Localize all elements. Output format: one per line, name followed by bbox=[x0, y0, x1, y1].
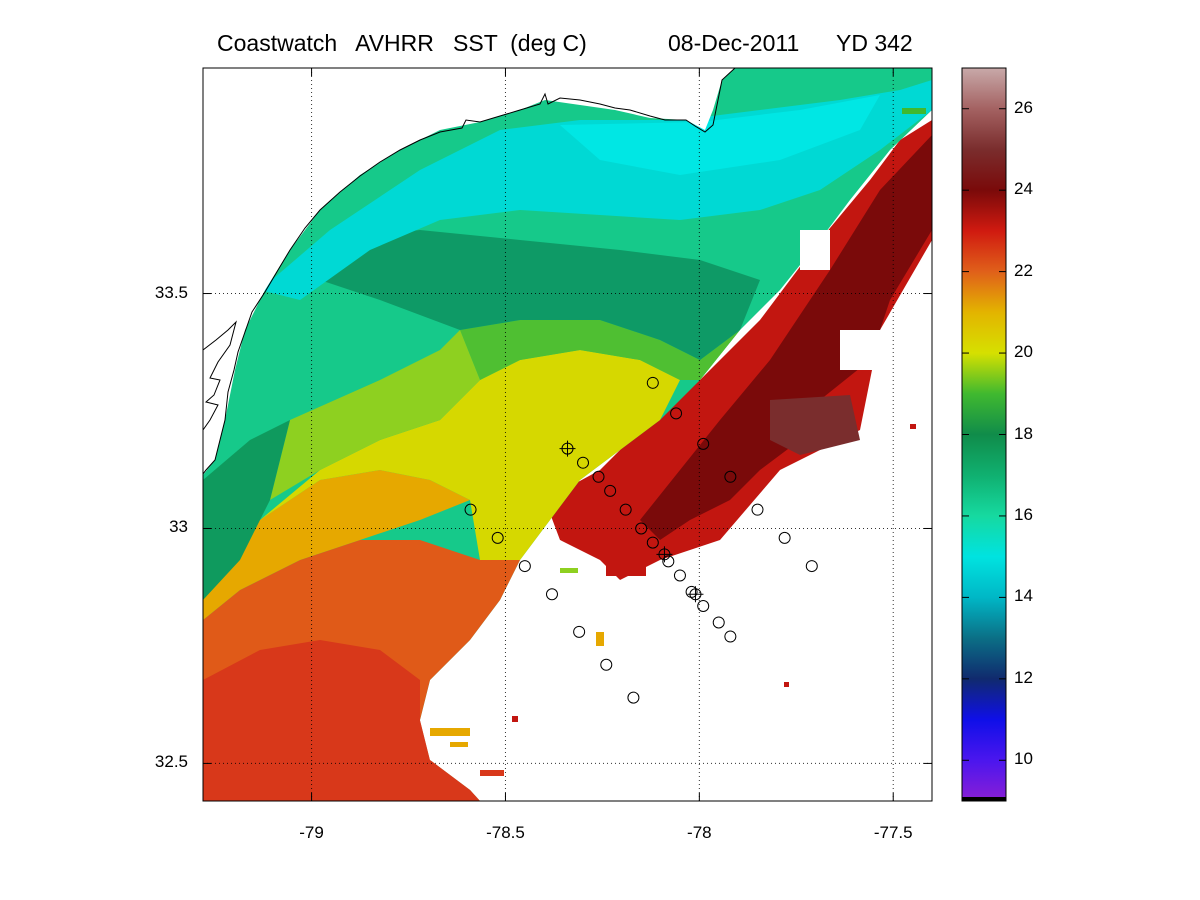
station-circle bbox=[604, 484, 617, 497]
station-circle bbox=[724, 630, 737, 643]
x-tick-label: -79 bbox=[299, 823, 324, 842]
graticule bbox=[203, 68, 932, 801]
station-circle bbox=[619, 503, 632, 516]
colorbar-tick-label: 12 bbox=[1014, 667, 1033, 687]
station-circle bbox=[712, 616, 725, 629]
colorbar-tick-label: 16 bbox=[1014, 504, 1033, 524]
station-markers bbox=[464, 376, 818, 704]
colorbar-tick-label: 24 bbox=[1014, 179, 1033, 199]
station-circle bbox=[491, 531, 504, 544]
colorbar-tick-label: 26 bbox=[1014, 97, 1033, 117]
station-circle bbox=[662, 555, 675, 568]
station-circle bbox=[685, 585, 698, 598]
colorbar-tick-label: 18 bbox=[1014, 423, 1033, 443]
station-circle bbox=[627, 691, 640, 704]
colorbar-min-cap bbox=[962, 797, 1006, 801]
x-tick-label: -78.5 bbox=[486, 823, 525, 842]
coastline bbox=[203, 68, 736, 475]
colorbar-frame bbox=[961, 67, 1007, 802]
station-circle bbox=[646, 536, 659, 549]
axis-ticks bbox=[203, 68, 932, 801]
y-tick-label: 32.5 bbox=[154, 752, 188, 772]
x-tick-label: -77.5 bbox=[873, 823, 913, 842]
station-circle bbox=[646, 376, 659, 389]
station-circle bbox=[635, 522, 648, 535]
colorbar bbox=[962, 68, 1006, 801]
station-circle bbox=[673, 569, 686, 582]
station-circle bbox=[600, 658, 613, 671]
station-circle bbox=[573, 625, 586, 638]
station-circle bbox=[805, 560, 818, 573]
station-circle bbox=[670, 407, 683, 420]
coastline-inlets bbox=[203, 320, 237, 431]
colorbar-tick-label: 22 bbox=[1014, 260, 1033, 280]
yearday-label: YD 342 bbox=[836, 30, 913, 56]
y-tick-label: 33 bbox=[169, 517, 188, 537]
land-mask bbox=[203, 68, 735, 475]
sst-field bbox=[203, 68, 932, 801]
station-circle bbox=[592, 470, 605, 483]
station-circle bbox=[577, 456, 590, 469]
station-circle bbox=[464, 503, 477, 516]
date-label: 08-Dec-2011 bbox=[668, 30, 800, 56]
colorbar-tick-label: 14 bbox=[1014, 586, 1033, 606]
colorbar-tick-label: 10 bbox=[1014, 749, 1033, 769]
station-circle bbox=[518, 560, 531, 573]
station-circle bbox=[751, 503, 764, 516]
y-tick-label: 33.5 bbox=[154, 282, 188, 302]
colorbar-tick-label: 20 bbox=[1014, 342, 1033, 362]
station-circle bbox=[545, 588, 558, 601]
x-tick-label: -78 bbox=[687, 823, 712, 842]
figure-title: Coastwatch AVHRR SST (deg C) bbox=[217, 30, 587, 56]
station-circle bbox=[697, 600, 710, 613]
station-circle bbox=[778, 531, 791, 544]
map-frame bbox=[202, 67, 933, 802]
station-circle bbox=[697, 437, 710, 450]
colorbar-gradient bbox=[962, 68, 1006, 801]
station-circle bbox=[724, 470, 737, 483]
